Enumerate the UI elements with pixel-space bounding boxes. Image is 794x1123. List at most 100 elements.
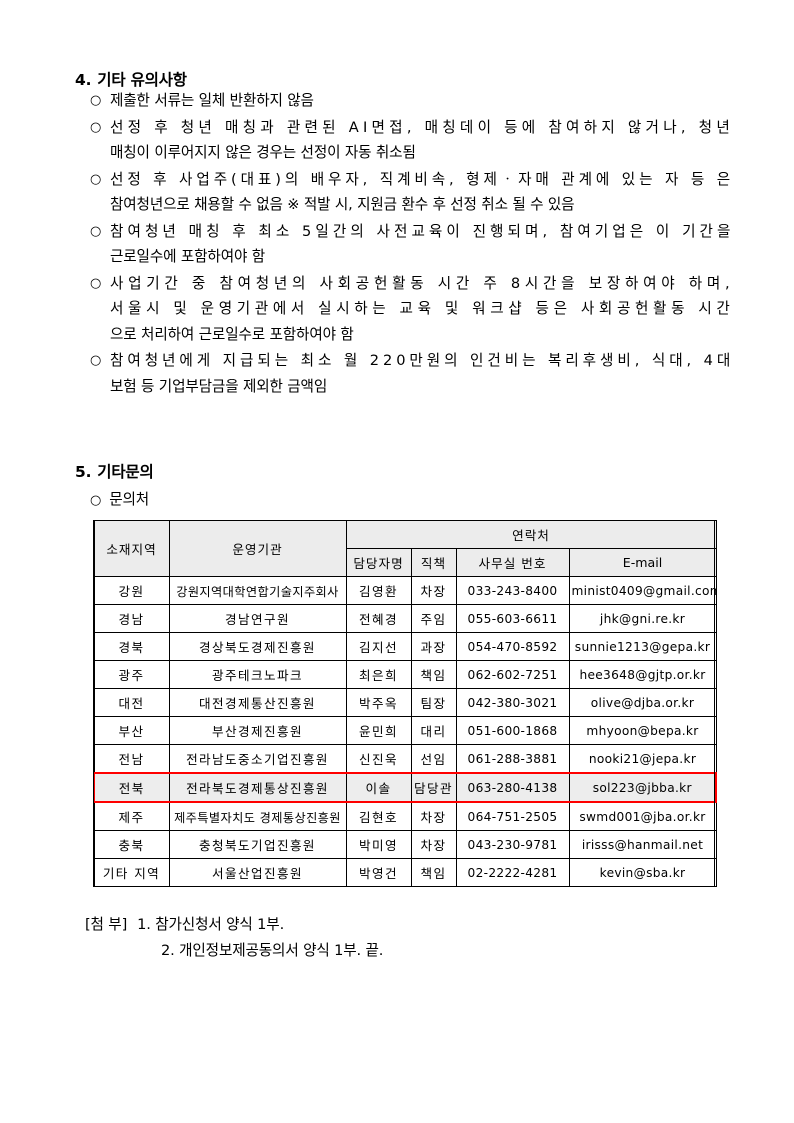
cell-email: minist0409@gmail.com [568,576,717,605]
cell-email: jhk@gni.re.kr [568,604,717,633]
table-row: 기타 지역 서울산업진흥원 박영건 책임 02-2222-4281 kevin@sba.k… [93,858,717,887]
attachment-item-2: 2. 개인정보제공동의서 양식 1부. 끝. [161,942,384,959]
cell-email: sol223@jbba.kr [568,772,718,803]
cell-person: 박주옥 [345,688,412,717]
cell-organization: 경남연구원 [168,604,347,633]
list-item: ○ 선정 후 사업주(대표)의 배우자, 직계비속, 형제ㆍ자매 관계에 있는 … [90,167,730,218]
list-item-line: 참여청년으로 채용할 수 없음 ※ 적발 시, 지원금 환수 후 선정 취소 될… [110,196,575,213]
list-item: ○ 사업기간 중 참여청년의 사회공헌활동 시간 주 8시간을 보장하여야 하며… [90,271,730,348]
cell-organization: 전라북도경제통상진흥원 [168,772,347,803]
cell-phone: 064-751-2505 [455,801,570,831]
section-4-title: 기타 유의사항 [97,71,187,89]
cell-title: 선임 [410,744,457,774]
list-item-line: 참여청년에게 지급되는 최소 월 220만원의 인건비는 복리후생비, 식대, … [110,348,730,374]
cell-phone: 043-230-9781 [455,830,570,859]
cell-email: olive@djba.or.kr [568,688,717,717]
list-item-line: 참여청년 매칭 후 최소 5일간의 사전교육이 진행되며, 참여기업은 이 기간… [110,219,730,245]
cell-title: 책임 [410,660,457,689]
col-header-region: 소재지역 [93,520,170,577]
cell-region: 경남 [93,604,170,633]
cell-email: kevin@sba.kr [568,858,717,887]
cell-person: 신진욱 [345,744,412,774]
table-header-row-1: 소재지역 운영기관 연락처 [93,520,717,577]
bullet-icon: ○ [90,223,102,239]
cell-email: sunnie1213@gepa.kr [568,632,717,661]
cell-organization: 부산경제진흥원 [168,716,347,745]
cell-region: 전북 [93,772,170,803]
cell-person: 김영환 [345,576,412,605]
cell-email: nooki21@jepa.kr [568,744,717,774]
list-item-line: 매칭이 이루어지지 않은 경우는 선정이 자동 취소됨 [110,144,416,161]
cell-region: 기타 지역 [93,858,170,887]
cell-title: 주임 [410,604,457,633]
cell-phone: 02-2222-4281 [455,858,570,887]
list-item: ○ 제출한 서류는 일체 반환하지 않음 [90,88,730,114]
table-header-row-2: 담당자명 직책 사무실 번호 E-mail [94,548,717,577]
cell-title: 차장 [410,801,457,831]
cell-phone: 054-470-8592 [455,632,570,661]
cell-title: 차장 [410,576,457,605]
cell-email: hee3648@gjtp.or.kr [568,660,717,689]
list-item-line: 사업기간 중 참여청년의 사회공헌활동 시간 주 8시간을 보장하여야 하며, [110,271,730,297]
line-text: 서울시 및 운영기관에서 실시하는 교육 및 워크샵 등은 사회공헌활동 시간 [110,300,735,317]
table-row: 경북 경상북도경제진흥원 김지선 과장 054-470-8592 sunnie1213@g… [93,632,717,661]
cell-person: 윤민희 [345,716,412,745]
list-item-line: 선정 후 청년 매칭과 관련된 AI면접, 매칭데이 등에 참여하지 않거나, … [110,115,730,141]
table-row: 경남 경남연구원 전혜경 주임 055-603-6611 jhk@gni.re.kr [93,604,717,633]
cell-region: 대전 [93,688,170,717]
line-text: 선정 후 청년 매칭과 관련된 AI면접, 매칭데이 등에 참여하지 않거나, … [110,118,734,136]
col-header-organization: 운영기관 [168,520,347,577]
cell-phone: 063-280-4138 [455,772,570,803]
cell-person: 박미영 [345,830,412,859]
cell-phone: 062-602-7251 [455,660,570,689]
section-4-heading: 4. 기타 유의사항 [75,68,187,90]
cell-organization: 대전경제통산진흥원 [168,688,347,717]
col-header-contact-group: 연락처 [345,520,717,549]
cell-phone: 042-380-3021 [455,688,570,717]
section-4-number: 4. [75,71,92,89]
col-header-title: 직책 [410,548,457,577]
cell-phone: 061-288-3881 [455,744,570,774]
cell-region: 충북 [93,830,170,859]
table-row: 강원 강원지역대학연합기술지주회사 김영환 차장 033-243-8400 minist0… [93,576,717,605]
cell-person: 이솔 [345,772,412,803]
col-header-phone: 사무실 번호 [455,548,570,577]
bullet-icon: ○ [90,275,102,291]
cell-person: 최은희 [345,660,412,689]
table-body: 강원 강원지역대학연합기술지주회사 김영환 차장 033-243-8400 minist0… [93,576,718,887]
bullet-icon: ○ [90,93,102,108]
cell-person: 전혜경 [345,604,412,633]
cell-region: 제주 [93,801,170,831]
cell-title: 담당관 [410,772,457,803]
cell-person: 박영건 [345,858,412,887]
list-item: ○ 선정 후 청년 매칭과 관련된 AI면접, 매칭데이 등에 참여하지 않거나… [90,115,730,166]
col-header-email: E-mail [568,548,717,577]
cell-organization: 제주특별자치도 경제통상진흥원 [168,801,347,831]
section-5-title: 기타문의 [97,463,154,481]
bullet-icon: ○ [90,171,102,187]
cell-region: 경북 [93,632,170,661]
attachment-block: [첨 부] 1. 참가신청서 양식 1부. 2. 개인정보제공동의서 양식 1부.… [85,912,383,964]
cell-region: 전남 [93,744,170,774]
list-item-line: 근로일수에 포함하여야 함 [110,248,266,265]
cell-email: irisss@hanmail.net [568,830,717,859]
table-row: 부산 부산경제진흥원 윤민희 대리 051-600-1868 mhyoon@bepa.kr [93,716,717,745]
cell-title: 과장 [410,632,457,661]
table-row: 전북 전라북도경제통상진흥원 이솔 담당관 063-280-4138 sol223@jbb… [93,772,718,803]
attachment-item-1: 1. 참가신청서 양식 1부. [137,916,285,933]
cell-phone: 033-243-8400 [455,576,570,605]
bullet-icon: ○ [90,353,102,368]
cell-region: 강원 [93,576,170,605]
cell-title: 차장 [410,830,457,859]
contact-table-container: 소재지역 운영기관 연락처 담당자명 직책 사무실 번호 E-mail 강원 강원… [93,520,718,887]
list-item-line: 서울시 및 운영기관에서 실시하는 교육 및 워크샵 등은 사회공헌활동 시간 [110,296,730,322]
list-item: ○ 참여청년 매칭 후 최소 5일간의 사전교육이 진행되며, 참여기업은 이 … [90,219,730,270]
inquiry-subheading: ○ 문의처 [90,489,149,512]
attachment-label: [첨 부] [85,916,128,933]
inquiry-subheading-label: 문의처 [109,491,150,508]
table-row: 충북 충청북도기업진흥원 박미영 차장 043-230-9781 irisss@hanma… [93,830,717,859]
cell-region: 광주 [93,660,170,689]
cell-person: 김지선 [345,632,412,661]
col-header-person: 담당자명 [345,548,412,577]
